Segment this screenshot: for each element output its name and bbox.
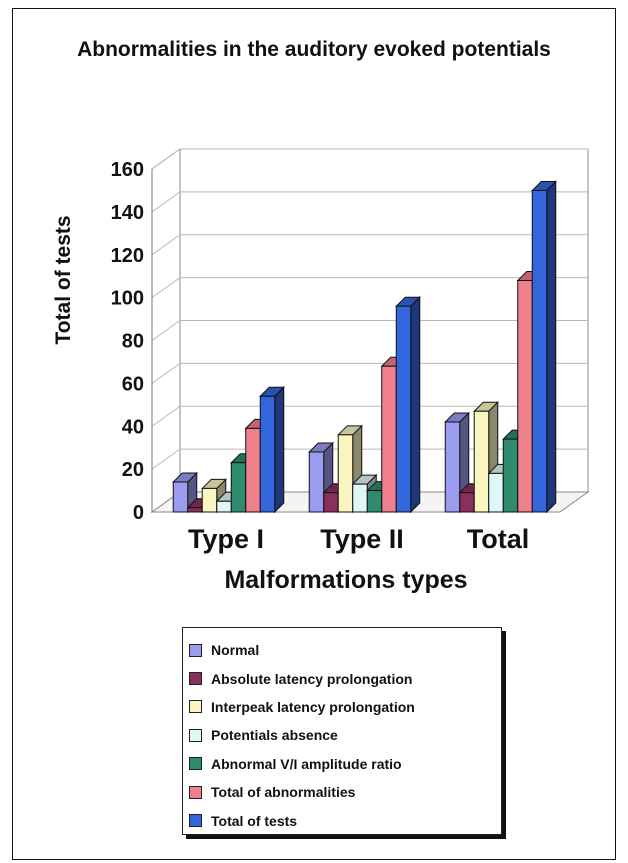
gridline [151,191,588,213]
bar-front [488,472,504,513]
x-axis-title: Malformations types [224,566,467,594]
legend-label: Absolute latency prolongation [211,670,413,687]
bar-front [366,490,383,513]
gridlines [151,148,588,512]
legend-item: Abnormal V/I amplitude ratio [183,750,501,778]
legend-item: Total of tests [183,806,501,834]
y-tick-label: 40 [122,416,144,438]
bar-side [410,295,421,514]
legend-swatch [189,672,202,686]
legend-item: Potentials absence [183,721,501,749]
bar-front [323,492,339,513]
bar-side [274,386,285,514]
bar [395,295,421,514]
legend-swatch [189,643,202,657]
bar-front [259,395,276,513]
legend-label: Potentials absence [211,727,338,744]
chart-frame [12,8,616,860]
bar-front [531,189,548,513]
bar [531,180,557,514]
legend-label: Normal [211,642,260,659]
chart-plot-area: 0 20 40 60 80 100 120 140 160 Type I Type II Total… [52,148,590,594]
legend-label: Abnormal V/I amplitude ratio [211,755,402,772]
y-tick-label: 100 [111,288,144,310]
bar-front [473,410,490,513]
x-category-label: Type II [320,524,404,554]
y-tick-label: 120 [111,245,144,267]
bar-front [352,483,368,513]
bar-front [201,487,218,513]
bar-front [444,421,461,513]
bar-front [187,507,203,513]
gridline [151,148,588,170]
y-tick-label: 60 [122,373,144,395]
legend-label: Total of tests [211,812,298,829]
x-category-label: Type I [188,524,264,554]
bar-front [459,492,475,513]
bar-front [172,481,189,513]
legend-label: Interpeak latency prolongation [211,698,415,715]
bar-front [337,434,354,513]
legend-swatch [189,728,202,742]
y-tick-label: 140 [111,202,144,224]
gridline [151,234,588,256]
bar-side [546,180,557,514]
gridline [151,277,588,299]
bar-front [216,500,232,513]
y-tick-label: 80 [122,331,144,353]
legend-swatch [189,785,202,799]
bars [172,180,557,514]
bar-front [308,451,325,513]
legend: Normal Absolute latency prolongation Inter… [182,627,502,835]
gridline [151,320,588,341]
chart-title: Abnormalities in the auditory evoked pot… [77,38,551,61]
bar-front [230,462,247,513]
legend-item: Normal [183,636,501,664]
legend-item: Absolute latency prolongation [183,664,501,692]
gridline [151,362,588,384]
gridline [151,405,588,427]
bar-front [381,365,397,513]
y-axis-title: Total of tests [52,215,75,344]
y-tick-labels: 0 20 40 60 80 100 120 140 160 [111,159,144,524]
bar-front [517,279,533,513]
legend-swatch [189,757,202,771]
legend-swatch [189,814,202,828]
y-tick-label: 0 [133,502,144,524]
legend-item: Interpeak latency prolongation [183,693,501,721]
y-tick-label: 160 [111,159,144,181]
bar-front [502,438,519,513]
legend-swatch [189,700,202,714]
bar-front [245,427,261,513]
legend-label: Total of abnormalities [211,784,356,801]
x-category-labels: Type I Type II Total [188,524,529,554]
bar-front [395,305,412,513]
bar [259,386,285,514]
x-category-label: Total [467,524,530,554]
y-tick-label: 20 [122,459,144,481]
legend-item: Total of abnormalities [183,778,501,806]
